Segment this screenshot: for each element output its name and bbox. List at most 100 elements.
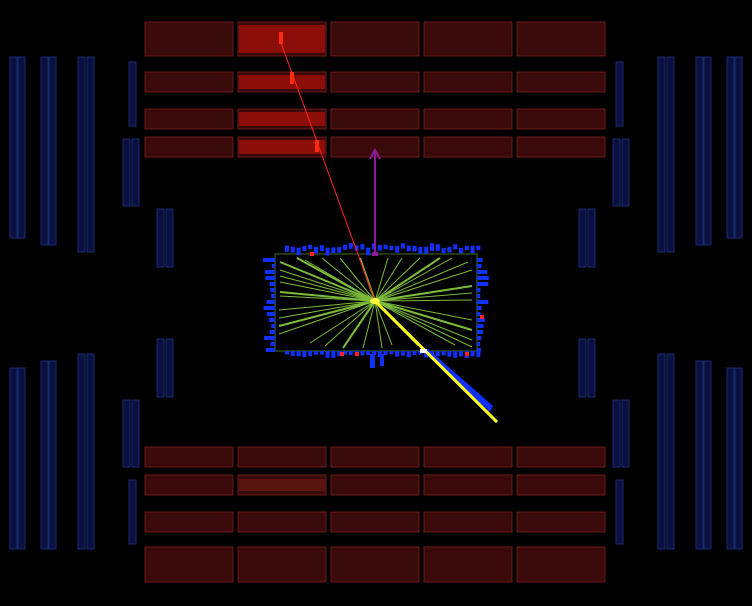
calo-deposit (406, 351, 411, 358)
calo-deposit (470, 245, 475, 254)
muon-chamber (330, 71, 420, 93)
calo-deposit (383, 244, 388, 250)
calo-deposit (271, 324, 275, 328)
charged-track (374, 257, 421, 302)
muon-chamber (423, 71, 513, 93)
calo-deposit (447, 246, 452, 253)
calo-deposit (424, 246, 429, 254)
calo-deposit (302, 245, 307, 252)
barrel-chamber (131, 399, 140, 468)
muon-chamber (423, 136, 513, 158)
barrel-chamber (9, 56, 18, 239)
calo-deposit (271, 294, 275, 298)
muon-segment (290, 72, 294, 84)
calo-deposit (477, 324, 484, 328)
calo-deposit (285, 245, 289, 252)
barrel-chamber (165, 208, 174, 268)
barrel-chamber (156, 338, 165, 398)
muon-chamber (330, 474, 420, 496)
muon-segment (315, 140, 319, 152)
calo-deposit (264, 336, 275, 340)
muon-chamber (516, 546, 606, 583)
calo-deposit (447, 351, 452, 357)
calo-deposit (477, 276, 489, 280)
muon-chamber (516, 21, 606, 57)
calo-deposit (267, 312, 275, 316)
muon-chamber (516, 136, 606, 158)
calo-deposit (435, 351, 440, 357)
charged-track (278, 300, 376, 335)
calo-deposit (266, 300, 275, 304)
charged-track (374, 257, 389, 302)
calo-deposit (389, 245, 394, 251)
calo-deposit (464, 245, 469, 251)
calo-deposit (308, 244, 313, 250)
muon-chamber (330, 511, 420, 533)
calo-deposit (343, 244, 347, 250)
muon-segment (279, 32, 283, 44)
charged-track (374, 300, 473, 321)
calo-deposit-em (310, 252, 314, 256)
muon-chamber (144, 21, 234, 57)
muon-chamber (423, 21, 513, 57)
charged-track (374, 285, 473, 302)
calo-deposit (302, 351, 307, 358)
charged-track (296, 257, 376, 302)
calo-deposit (269, 330, 275, 334)
calo-deposit (337, 351, 342, 357)
muon-chamber (144, 511, 234, 533)
barrel-chamber (666, 353, 675, 550)
calo-deposit (441, 247, 446, 254)
calo-deposit (296, 247, 301, 256)
calo-deposit (435, 244, 440, 251)
calo-deposit (453, 351, 458, 358)
barrel-chamber (165, 338, 174, 398)
muon-chamber (144, 71, 234, 93)
barrel-chamber (703, 360, 712, 550)
calo-deposit (377, 244, 382, 251)
barrel-chamber (734, 56, 743, 239)
barrel-chamber (726, 56, 735, 239)
muon-chamber-hit (239, 75, 325, 89)
barrel-chamber (695, 56, 704, 246)
calo-deposit (459, 351, 463, 357)
barrel-chamber (40, 56, 49, 246)
charged-track (279, 269, 376, 302)
charged-track (309, 300, 376, 344)
charged-track (374, 257, 441, 302)
calo-deposit (406, 245, 411, 252)
calo-deposit (331, 247, 336, 254)
charged-track (324, 300, 376, 347)
barrel-chamber (122, 399, 131, 468)
calo-deposit (271, 264, 275, 268)
barrel-chamber (703, 56, 712, 246)
muon-chamber-hit (239, 112, 325, 126)
muon-track (279, 39, 376, 302)
calo-deposit (477, 306, 482, 310)
barrel-chamber (615, 479, 624, 545)
muon-chamber (330, 546, 420, 583)
calo-deposit (477, 348, 481, 352)
calo-deposit (377, 351, 382, 358)
muon-chamber (423, 546, 513, 583)
calo-deposit (380, 354, 384, 366)
barrel-chamber (128, 479, 137, 545)
calo-deposit (265, 348, 275, 352)
calo-deposit (459, 247, 463, 254)
calo-deposit (263, 306, 275, 310)
calo-deposit (477, 300, 489, 304)
barrel-chamber (621, 138, 630, 207)
muon-chamber (516, 511, 606, 533)
muon-chamber (516, 71, 606, 93)
charged-track (279, 295, 376, 302)
calo-deposit (401, 351, 405, 356)
charged-track (278, 300, 376, 311)
calo-deposit (264, 270, 275, 274)
calo-deposit (401, 243, 405, 249)
calo-deposit (337, 247, 342, 253)
barrel-chamber (612, 399, 621, 468)
calo-deposit (476, 245, 481, 251)
barrel-chamber (40, 360, 49, 550)
calo-deposit (477, 318, 485, 322)
calo-deposit (395, 245, 400, 253)
